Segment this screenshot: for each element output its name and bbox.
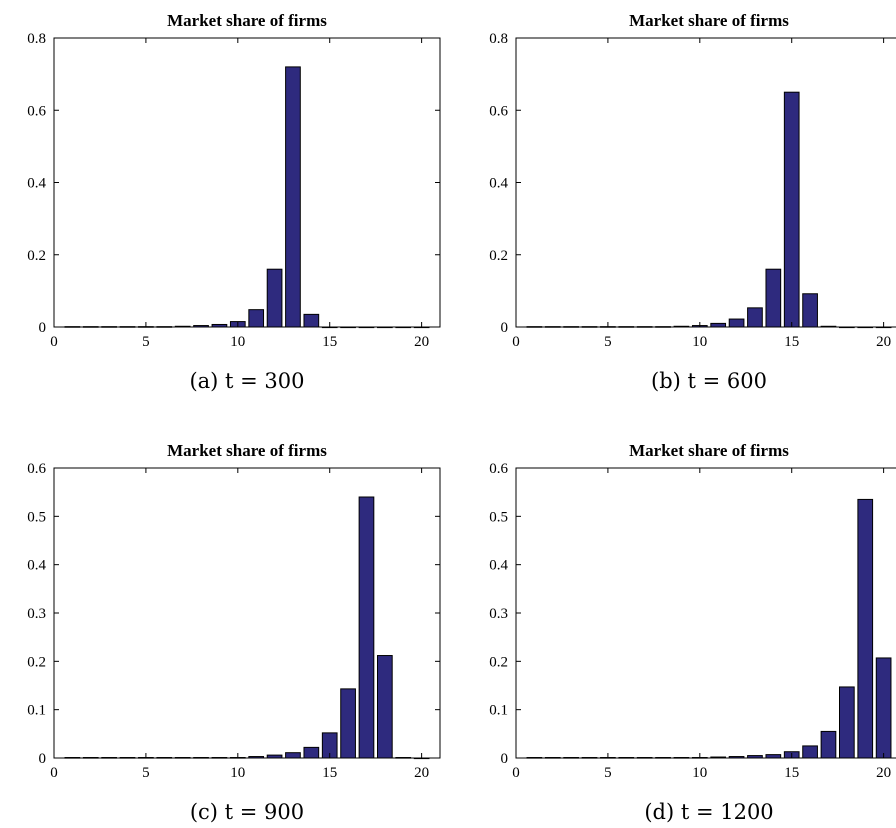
panel-caption: (b) t = 600 [651,369,767,393]
y-tick-label: 0.1 [489,703,508,719]
y-tick-label: 0.8 [27,31,46,47]
bar [765,754,782,759]
y-tick-label: 0.6 [489,461,508,477]
y-tick-label: 0 [39,751,47,767]
panel-caption: (c) t = 900 [190,800,304,824]
bar [340,688,356,759]
y-tick-label: 0 [39,320,47,336]
bar [303,313,320,328]
x-tick-label: 15 [784,765,799,781]
chart-title: Market share of firms [167,11,327,30]
bar [358,496,375,759]
x-tick-label: 0 [512,334,520,350]
bar [710,322,727,328]
y-tick-label: 0.3 [27,606,46,622]
x-tick-label: 5 [142,765,150,781]
y-tick-label: 0.4 [489,558,508,574]
chart-panel-2: 0 5 10 15 20 0 0.2 0.4 0.6 0.8 Market share of fir… [489,11,896,393]
x-tick-label: 10 [692,334,707,350]
x-tick-label: 10 [692,765,707,781]
chart-title: Market share of firms [629,441,789,460]
y-tick-label: 0.1 [27,703,46,719]
bar [802,293,818,328]
x-tick-label: 5 [604,765,612,781]
bar [765,268,782,328]
bar [857,498,874,759]
bar [839,686,855,759]
y-tick-label: 0 [501,320,509,336]
x-tick-label: 0 [50,334,58,350]
y-tick-label: 0.3 [489,606,508,622]
bar [783,91,800,328]
x-tick-label: 10 [230,334,245,350]
bar [285,66,301,328]
y-tick-label: 0.2 [489,654,508,670]
bar [802,745,818,759]
x-tick-label: 20 [414,334,429,350]
x-tick-label: 5 [604,334,612,350]
bar [820,730,837,759]
y-tick-label: 0.2 [489,248,508,264]
panel-caption: (d) t = 1200 [644,800,773,824]
axes-frame [53,37,441,328]
chart-panel-4: 0 5 10 15 20 0 0.1 0.2 0.3 0.4 0.5 0.6 Market share … [489,441,896,824]
bar [266,268,283,328]
bar [303,746,320,759]
y-tick-label: 0.2 [27,654,46,670]
x-tick-label: 0 [50,765,58,781]
chart-title: Market share of firms [167,441,327,460]
y-tick-label: 0 [501,751,509,767]
x-tick-label: 10 [230,765,245,781]
y-tick-label: 0.5 [27,509,46,525]
bar [248,309,265,328]
bar [875,657,892,759]
bar [747,307,763,328]
chart-title: Market share of firms [629,11,789,30]
bar [728,318,745,328]
x-tick-label: 15 [322,334,337,350]
y-tick-label: 0.4 [27,558,46,574]
y-tick-label: 0.8 [489,31,508,47]
axes-frame [515,37,896,328]
y-tick-label: 0.2 [27,248,46,264]
x-tick-label: 20 [876,765,891,781]
y-tick-label: 0.4 [27,176,46,192]
x-tick-label: 5 [142,334,150,350]
x-tick-label: 20 [414,765,429,781]
y-tick-label: 0.6 [489,103,508,119]
y-tick-label: 0.6 [27,461,46,477]
x-tick-label: 0 [512,765,520,781]
bar [377,655,393,759]
panel-caption: (a) t = 300 [189,369,304,393]
x-tick-label: 20 [876,334,891,350]
y-tick-label: 0.6 [27,103,46,119]
y-tick-label: 0.5 [489,509,508,525]
bar [285,752,301,759]
x-tick-label: 15 [784,334,799,350]
x-tick-label: 15 [322,765,337,781]
y-tick-label: 0.4 [489,176,508,192]
chart-panel-1: 0 5 10 15 20 0 0.2 0.4 0.6 0.8 Market share of fir… [27,11,441,393]
chart-panel-3: 0 5 10 15 20 0 0.1 0.2 0.3 0.4 0.5 0.6 Market share … [27,441,441,824]
